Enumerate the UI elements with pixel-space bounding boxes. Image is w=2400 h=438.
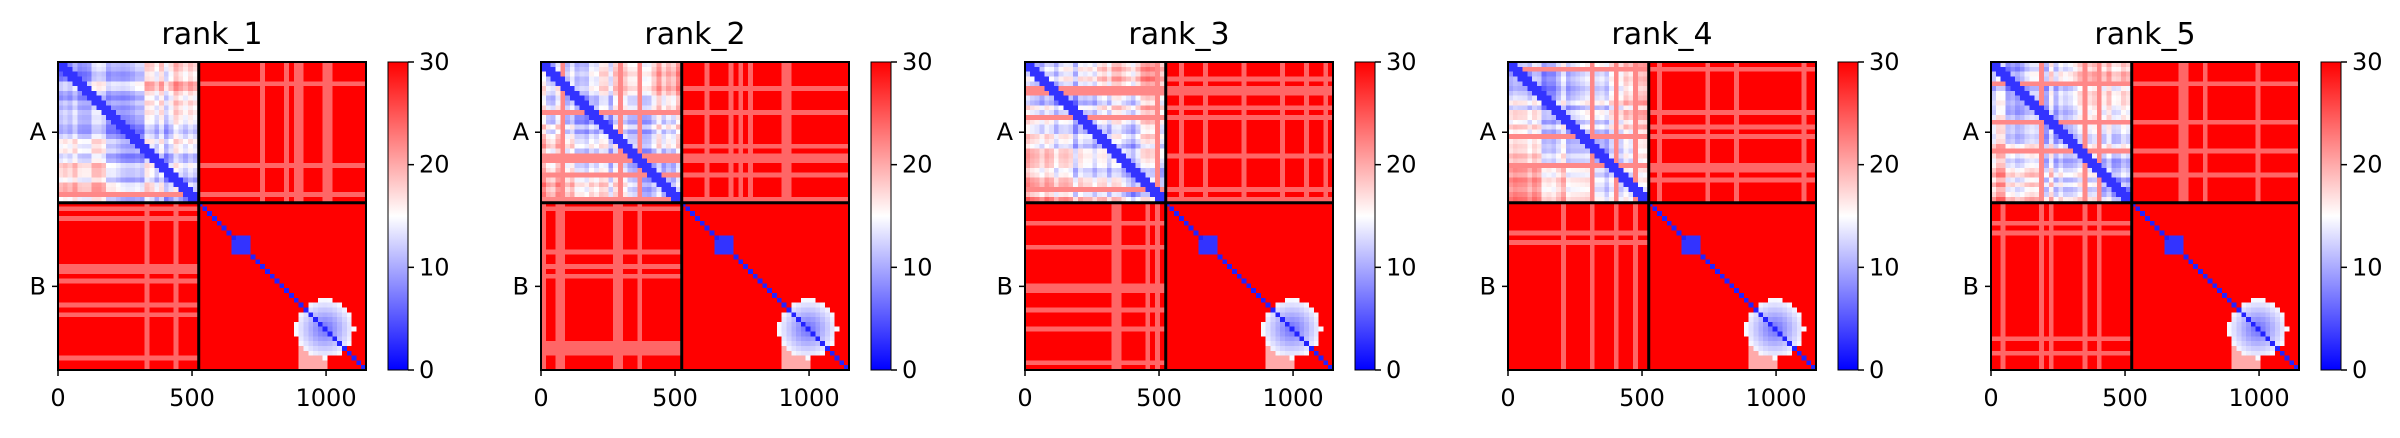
x-tick-label: 500 <box>1136 384 1182 412</box>
y-tick-label: A <box>513 118 530 146</box>
x-tick-label: 0 <box>50 384 65 412</box>
pae-heatmap <box>1991 62 2299 370</box>
colorbar-tick-label: 0 <box>902 356 917 384</box>
colorbar-tick-label: 30 <box>419 48 450 76</box>
colorbar-tick-label: 20 <box>419 151 450 179</box>
x-tick-label: 1000 <box>296 384 357 412</box>
y-tick-label: A <box>1480 118 1497 146</box>
colorbar-tick-label: 0 <box>1869 356 1884 384</box>
colorbar-tick-label: 30 <box>1386 48 1417 76</box>
panel-4: rank_4 0 500 1000 A B 0 10 20 30 <box>1480 17 1900 412</box>
x-tick-label: 0 <box>1500 384 1515 412</box>
colorbar-tick-label: 20 <box>1869 151 1900 179</box>
plot-frame <box>57 61 367 371</box>
x-tick-label: 500 <box>169 384 215 412</box>
plot-frame <box>1024 61 1334 371</box>
x-tick-label: 500 <box>2102 384 2148 412</box>
panel-title: rank_5 <box>2094 17 2195 52</box>
y-tick-label: B <box>1963 272 1979 300</box>
panel-title: rank_1 <box>161 17 262 52</box>
x-tick-label: 0 <box>1017 384 1032 412</box>
pae-heatmap <box>541 62 849 370</box>
y-tick-label: B <box>1480 272 1496 300</box>
x-tick-label: 1000 <box>1746 384 1807 412</box>
colorbar-tick-label: 10 <box>2352 253 2383 281</box>
panel-title: rank_3 <box>1128 17 1229 52</box>
y-tick-label: A <box>997 118 1014 146</box>
y-tick-label: A <box>1963 118 1980 146</box>
x-tick-label: 1000 <box>1263 384 1324 412</box>
colorbar-tick-label: 10 <box>1386 253 1417 281</box>
panel-5: rank_5 0 500 1000 A B 0 10 20 30 <box>1963 17 2383 412</box>
x-tick-label: 500 <box>1619 384 1665 412</box>
colorbar-tick-label: 0 <box>419 356 434 384</box>
plot-frame <box>1990 61 2300 371</box>
y-tick-label: B <box>997 272 1013 300</box>
y-tick-label: B <box>513 272 529 300</box>
colorbar <box>1354 61 1376 371</box>
x-tick-label: 0 <box>1983 384 1998 412</box>
y-tick-label: B <box>30 272 46 300</box>
pae-heatmap <box>58 62 366 370</box>
colorbar <box>2320 61 2342 371</box>
colorbar-tick-label: 10 <box>419 253 450 281</box>
y-tick-label: A <box>30 118 47 146</box>
colorbar-tick-label: 30 <box>2352 48 2383 76</box>
colorbar-tick-label: 20 <box>1386 151 1417 179</box>
colorbar-tick-label: 20 <box>2352 151 2383 179</box>
x-tick-label: 500 <box>652 384 698 412</box>
colorbar-tick-label: 0 <box>1386 356 1401 384</box>
colorbar-tick-label: 0 <box>2352 356 2367 384</box>
panel-1: rank_1 0 500 1000 A B 0 10 20 30 <box>30 17 450 412</box>
x-tick-label: 0 <box>533 384 548 412</box>
panel-title: rank_2 <box>644 17 745 52</box>
colorbar-tick-label: 20 <box>902 151 933 179</box>
colorbar-tick-label: 30 <box>902 48 933 76</box>
colorbar-tick-label: 30 <box>1869 48 1900 76</box>
panel-2: rank_2 0 500 1000 A B 0 10 20 30 <box>513 17 933 412</box>
colorbar-tick-label: 10 <box>902 253 933 281</box>
pae-heatmap <box>1025 62 1333 370</box>
colorbar <box>1837 61 1859 371</box>
plot-frame <box>1507 61 1817 371</box>
pae-heatmap <box>1508 62 1816 370</box>
x-tick-label: 1000 <box>2229 384 2290 412</box>
colorbar-tick-label: 10 <box>1869 253 1900 281</box>
panel-3: rank_3 0 500 1000 A B 0 10 20 30 <box>997 17 1417 412</box>
colorbar <box>870 61 892 371</box>
colorbar <box>387 61 409 371</box>
panel-title: rank_4 <box>1611 17 1712 52</box>
x-tick-label: 1000 <box>779 384 840 412</box>
plot-frame <box>540 61 850 371</box>
